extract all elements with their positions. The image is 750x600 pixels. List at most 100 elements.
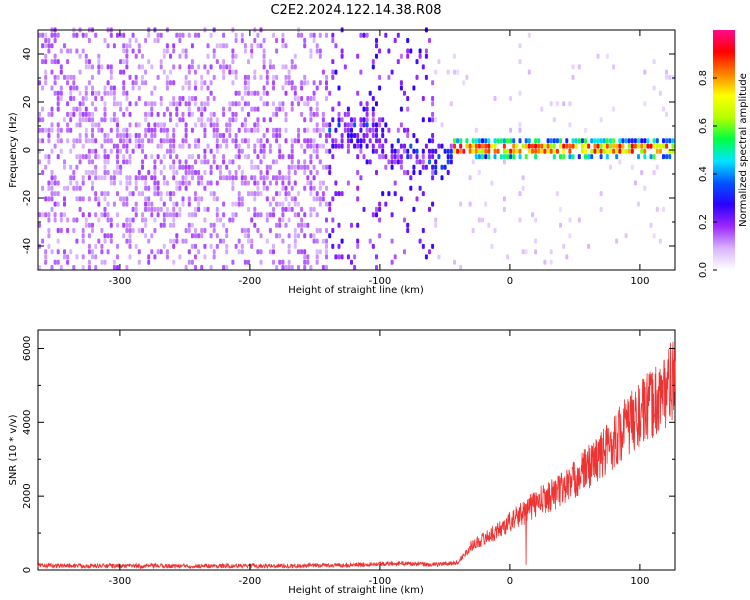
spectrogram-cell (203, 127, 207, 133)
spectrogram-cell (477, 143, 481, 149)
spectrogram-cell (493, 154, 497, 160)
spectrogram-cell (56, 32, 60, 38)
spectrogram-cell (477, 217, 481, 223)
spectrogram-cell (128, 74, 132, 80)
spectrogram-cell (262, 48, 266, 54)
spectrogram-cell (53, 80, 57, 86)
spectrogram-cell (134, 212, 138, 218)
spectrogram-cell (471, 228, 475, 233)
spectrogram-cell (309, 212, 313, 218)
spectrogram-cell (190, 259, 194, 265)
spectrogram-cell (399, 53, 403, 59)
spectrogram-cell (524, 249, 528, 255)
spectrogram-cell (256, 249, 260, 255)
spectrogram-cell (240, 122, 244, 128)
spectrogram-cell (243, 85, 247, 91)
spectrogram-cell (381, 148, 385, 154)
spectrogram-cell (237, 249, 241, 255)
spectrogram-cell (428, 249, 431, 255)
spectrogram-cell (253, 222, 257, 228)
spectrogram-cell (150, 127, 154, 133)
spectrogram-cell (119, 101, 123, 107)
spectrogram-cell (655, 148, 659, 154)
spectrogram-cell (658, 90, 662, 96)
spectrogram-cell (175, 238, 179, 244)
spectrogram-cell (209, 243, 213, 249)
spectrogram-cell (91, 228, 94, 233)
spectrogram-cell (156, 191, 160, 197)
spectrogram-cell (59, 64, 63, 70)
spectrogram-cell (84, 117, 88, 123)
spectrogram-cell (490, 143, 494, 149)
spectrogram-cell (424, 143, 428, 149)
spectrogram-cell (315, 148, 319, 154)
spectrogram-cell (159, 222, 163, 228)
spectrogram-cell (371, 243, 375, 249)
spectrogram-cell (144, 38, 148, 43)
spectrogram-cell (103, 90, 107, 96)
spectrogram-cell (172, 64, 176, 70)
spectrogram-cell (153, 170, 157, 175)
spectrogram-cell (265, 80, 269, 86)
colorbar-tick-label: 0.8 (698, 70, 709, 86)
spectrogram-cell (156, 122, 160, 128)
x-tick-label: -200 (239, 276, 262, 287)
spectrogram-cell (272, 64, 275, 70)
spectrogram-cell (431, 80, 435, 86)
spectrogram-cell (128, 38, 132, 43)
spectrogram-cell (543, 259, 547, 265)
spectrogram-cell (596, 138, 600, 144)
spectrogram-cell (652, 85, 656, 91)
spectrogram-cell (125, 148, 129, 154)
spectrogram-cell (215, 117, 219, 123)
spectrogram-cell (190, 111, 194, 117)
spectrogram-cell (281, 201, 285, 207)
spectrogram-cell (390, 238, 394, 244)
spectrogram-cell (84, 111, 88, 117)
spectrogram-cell (225, 143, 229, 149)
spectrogram-cell (502, 148, 506, 154)
spectrogram-cell (262, 101, 266, 107)
spectrogram-cell (243, 233, 247, 239)
spectrogram-cell (144, 233, 148, 239)
spectrogram-cell (290, 154, 294, 160)
spectrogram-cell (334, 43, 338, 49)
spectrogram-cell (256, 191, 260, 197)
spectrogram-cell (449, 159, 453, 165)
spectrogram-cell (649, 222, 653, 228)
spectrogram-cell (172, 238, 176, 244)
spectrogram-cell (181, 164, 185, 170)
spectrogram-cell (527, 148, 531, 154)
spectrogram-cell (518, 217, 522, 223)
spectrogram-cell (446, 69, 450, 75)
spectrogram-cell (318, 48, 322, 54)
spectrogram-cell (194, 233, 197, 239)
spectrogram-cell (456, 69, 460, 75)
spectrogram-cell (662, 138, 665, 144)
spectrogram-cell (527, 69, 531, 75)
spectrogram-cell (493, 148, 497, 154)
spectrogram-cell (437, 254, 441, 260)
spectrogram-cell (318, 53, 322, 59)
spectrogram-cell (234, 154, 238, 160)
spectrogram-cell (290, 80, 294, 86)
spectrogram-cell (393, 159, 397, 165)
spectrogram-cell (194, 170, 197, 175)
spectrogram-cell (437, 59, 441, 65)
spectrogram-cell (303, 265, 307, 270)
spectrogram-cell (665, 154, 669, 160)
spectrogram-cell (406, 228, 410, 233)
spectrogram-cell (300, 249, 304, 255)
spectrogram-cell (284, 196, 288, 202)
spectrogram-cell (112, 265, 116, 270)
spectrogram-cell (153, 206, 157, 212)
spectrogram-cell (343, 127, 347, 133)
spectrogram-cell (225, 138, 229, 144)
spectrogram-cell (359, 127, 363, 133)
spectrogram-cell (197, 106, 201, 112)
spectrogram-cell (103, 159, 107, 165)
colorbar-tick-label: 0.0 (698, 262, 709, 278)
spectrogram-cell (309, 106, 313, 112)
spectrogram-cell (81, 228, 85, 233)
spectrogram-cell (197, 32, 201, 38)
